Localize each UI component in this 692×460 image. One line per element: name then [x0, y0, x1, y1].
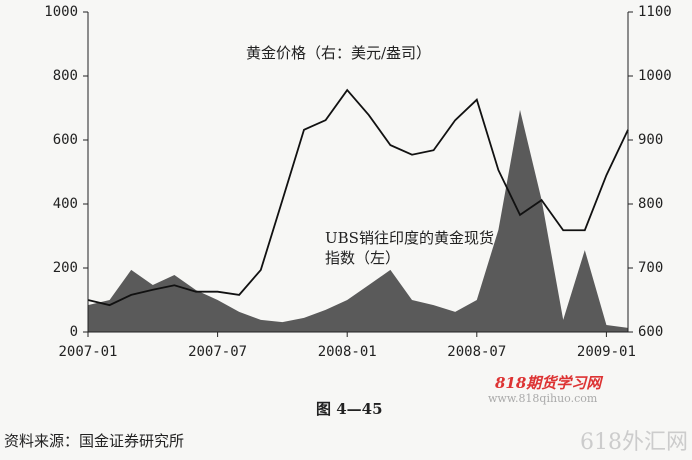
- y-tick-label: 0: [70, 324, 78, 340]
- y-tick-label: 400: [53, 196, 78, 212]
- y2-tick-label: 800: [638, 196, 663, 212]
- y2-tick-label: 900: [638, 132, 663, 148]
- x-tick-label: 2008-01: [318, 344, 377, 360]
- figure-caption: 图 4—45: [316, 400, 383, 418]
- watermark: 818期货学习网: [495, 374, 602, 392]
- x-tick-label: 2007-01: [58, 344, 117, 360]
- y2-tick-label: 600: [638, 324, 663, 340]
- area-label: UBS销往印度的黄金现货指数（左）: [325, 229, 494, 267]
- y2-tick-label: 1100: [638, 4, 672, 20]
- y-tick-label: 1000: [44, 4, 78, 20]
- x-tick-label: 2009-01: [577, 344, 636, 360]
- y-tick-label: 200: [53, 260, 78, 276]
- x-tick-label: 2008-07: [447, 344, 506, 360]
- line-label: 黄金价格（右：美元/盎司）: [246, 44, 432, 62]
- y2-tick-label: 1000: [638, 68, 672, 84]
- source-note: 资料来源：国金证券研究所: [4, 432, 185, 450]
- watermark: www.818qihuo.com: [488, 392, 598, 405]
- y2-tick-label: 700: [638, 260, 663, 276]
- watermark: 618外汇网: [580, 430, 688, 455]
- x-tick-label: 2007-07: [188, 344, 247, 360]
- line: [87, 88, 629, 307]
- y-tick-label: 800: [53, 68, 78, 84]
- y-tick-label: 600: [53, 132, 78, 148]
- area: [88, 109, 628, 332]
